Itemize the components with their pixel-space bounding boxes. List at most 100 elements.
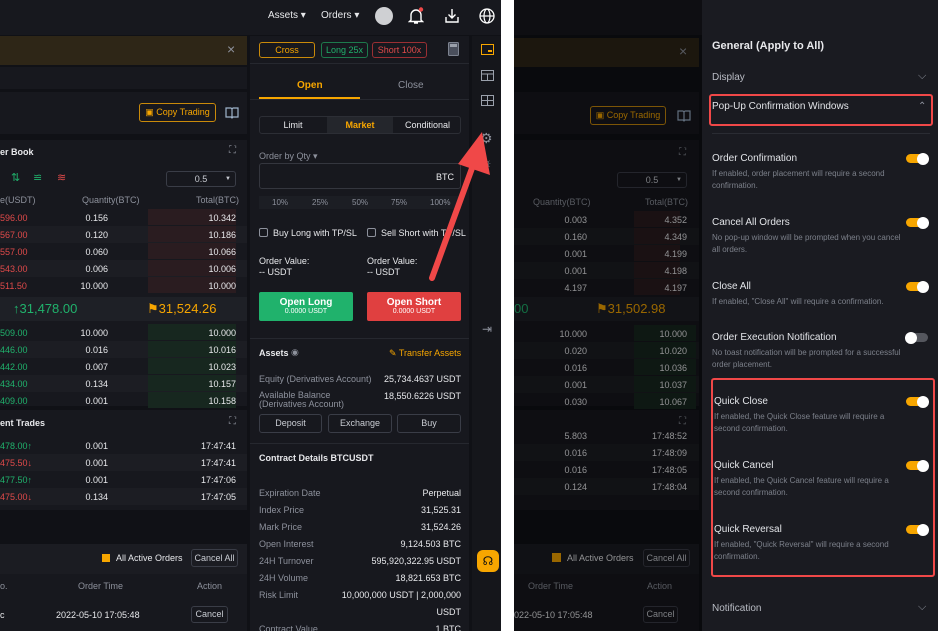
order-book-row[interactable]: 442.00 0.007 10.023	[0, 358, 247, 375]
depth-bar	[148, 243, 236, 259]
margin-mode-button[interactable]: Cross	[259, 42, 315, 58]
order-book-row[interactable]: 0.016 10.036	[514, 359, 699, 376]
total: 10.006	[208, 264, 236, 274]
buy-view-icon[interactable]: ≌	[33, 172, 43, 184]
setting-toggle[interactable]	[905, 331, 928, 344]
pct-100[interactable]: 100%	[430, 198, 451, 207]
book-icon[interactable]	[677, 110, 691, 122]
mid-price-row: ↑31,478.00 ⚑31,524.26	[0, 297, 247, 321]
eye-icon[interactable]: ◉	[291, 347, 299, 357]
cancel-all-button[interactable]: Cancel All	[643, 549, 690, 567]
expand-icon[interactable]: ⛶	[679, 416, 686, 427]
section-notification[interactable]: Notification	[712, 603, 762, 614]
book-icon[interactable]	[225, 107, 239, 119]
pct-slider[interactable]	[259, 196, 461, 209]
order-type-conditional[interactable]: Conditional	[404, 120, 451, 130]
chevron-up-icon[interactable]: ⌃	[918, 101, 927, 112]
qty-input[interactable]: BTC	[259, 163, 461, 189]
setting-toggle[interactable]	[906, 459, 929, 472]
recent-trades-panel: ent Trades ⛶ 478.00↑ 0.001 17:47:41 475.50↓…	[0, 410, 247, 510]
setting-toggle[interactable]	[906, 216, 929, 229]
copy-trading-button[interactable]: ▣ Copy Trading	[139, 103, 216, 122]
order-book-row[interactable]: 446.00 0.016 10.016	[0, 341, 247, 358]
order-book-row[interactable]: 0.001 4.199	[514, 245, 699, 262]
order-book-row[interactable]: 543.00 0.006 10.006	[0, 260, 247, 277]
open-short-button[interactable]: Open Short 0.0000 USDT	[367, 292, 461, 321]
price-step-select[interactable]: 0.5 ▼	[166, 171, 236, 187]
tpsl-long-checkbox[interactable]	[259, 228, 268, 237]
expand-icon[interactable]: ⛶	[229, 145, 236, 156]
setting-toggle[interactable]	[906, 395, 929, 408]
nav-assets[interactable]: Assets ▾	[268, 10, 306, 21]
qty-mode-select[interactable]: Order by Qty ▾	[259, 151, 318, 161]
copy-trading-button[interactable]: ▣ Copy Trading	[590, 106, 666, 125]
order-book-row[interactable]: 567.00 0.120 10.186	[0, 226, 247, 243]
pct-25[interactable]: 25%	[312, 198, 329, 207]
order-book-row[interactable]: 511.50 10.000 10.000	[0, 277, 247, 294]
cancel-order-button[interactable]: Cancel	[191, 606, 228, 623]
all-active-checkbox[interactable]	[102, 554, 110, 562]
all-active-checkbox[interactable]	[552, 553, 561, 562]
order-book-row[interactable]: 0.001 4.198	[514, 262, 699, 279]
download-icon[interactable]	[444, 8, 460, 24]
deposit-button[interactable]: Deposit	[259, 414, 322, 433]
pct-75[interactable]: 75%	[391, 198, 408, 207]
exchange-button[interactable]: Exchange	[328, 414, 392, 433]
tpsl-short-checkbox[interactable]	[367, 228, 376, 237]
chevron-down-icon[interactable]: ⌵	[918, 601, 927, 613]
order-book-row[interactable]: 409.00 0.001 10.158	[0, 392, 247, 409]
setting-toggle[interactable]	[906, 152, 929, 165]
sell-view-icon[interactable]: ≋	[57, 172, 67, 184]
order-book-row[interactable]: 0.001 10.037	[514, 376, 699, 393]
close-icon[interactable]: ×	[679, 43, 688, 59]
pct-50[interactable]: 50%	[352, 198, 369, 207]
tab-open[interactable]: Open	[297, 80, 323, 91]
chevron-down-icon[interactable]: ⌵	[918, 70, 927, 82]
order-book-row[interactable]: 434.00 0.134 10.157	[0, 375, 247, 392]
cancel-order-button[interactable]: Cancel	[643, 606, 678, 623]
transfer-assets-link[interactable]: ✎ Transfer Assets	[389, 348, 461, 359]
order-book-row[interactable]: 557.00 0.060 10.066	[0, 243, 247, 260]
order-book-row[interactable]: 10.000 10.000	[514, 325, 699, 342]
close-icon[interactable]: ×	[227, 41, 236, 57]
depth-bar	[148, 209, 236, 225]
support-headset-icon[interactable]: ☊	[477, 550, 499, 572]
order-value-long: -- USDT	[259, 267, 292, 277]
layout-grid-icon[interactable]	[481, 95, 494, 106]
order-type-limit[interactable]: Limit	[283, 120, 303, 130]
quantity: 0.160	[564, 232, 587, 242]
price-step-select[interactable]: 0.5 ▼	[617, 172, 687, 188]
collapse-icon[interactable]: ⇥	[482, 322, 493, 336]
order-type-market[interactable]: Market	[327, 117, 393, 133]
buy-sell-view-icon[interactable]: ⇅	[11, 172, 21, 184]
globe-icon[interactable]	[479, 8, 495, 24]
layout-compact-icon[interactable]	[481, 44, 494, 55]
order-book-row[interactable]: 4.197 4.197	[514, 279, 699, 296]
copy-trading-label: Copy Trading	[156, 107, 210, 117]
avatar[interactable]	[375, 7, 393, 25]
pct-10[interactable]: 10%	[272, 198, 289, 207]
order-book-row[interactable]: 0.030 10.067	[514, 393, 699, 410]
depth-bar	[634, 262, 680, 278]
order-book-row[interactable]: 509.00 10.000 10.000	[0, 324, 247, 341]
expand-icon[interactable]: ⛶	[229, 416, 236, 427]
section-popup-confirmation[interactable]: Pop-Up Confirmation Windows	[712, 101, 849, 112]
setting-toggle[interactable]	[906, 280, 929, 293]
nav-orders[interactable]: Orders ▾	[321, 10, 360, 21]
calculator-icon[interactable]	[448, 42, 459, 56]
tab-close[interactable]: Close	[398, 80, 424, 91]
short-leverage-button[interactable]: Short 100x	[372, 42, 427, 58]
order-book-row[interactable]: 0.160 4.349	[514, 228, 699, 245]
order-book-row[interactable]: 596.00 0.156 10.342	[0, 209, 247, 226]
bell-icon[interactable]	[408, 7, 424, 25]
long-leverage-button[interactable]: Long 25x	[321, 42, 368, 58]
setting-toggle[interactable]	[906, 523, 929, 536]
layout-standard-icon[interactable]	[481, 70, 494, 81]
cancel-all-button[interactable]: Cancel All	[191, 549, 238, 567]
order-book-row[interactable]: 0.003 4.352	[514, 211, 699, 228]
buy-button[interactable]: Buy	[397, 414, 461, 433]
expand-icon[interactable]: ⛶	[679, 147, 686, 158]
order-book-row[interactable]: 0.020 10.020	[514, 342, 699, 359]
section-display[interactable]: Display	[712, 72, 745, 83]
open-long-button[interactable]: Open Long 0.0000 USDT	[259, 292, 353, 321]
